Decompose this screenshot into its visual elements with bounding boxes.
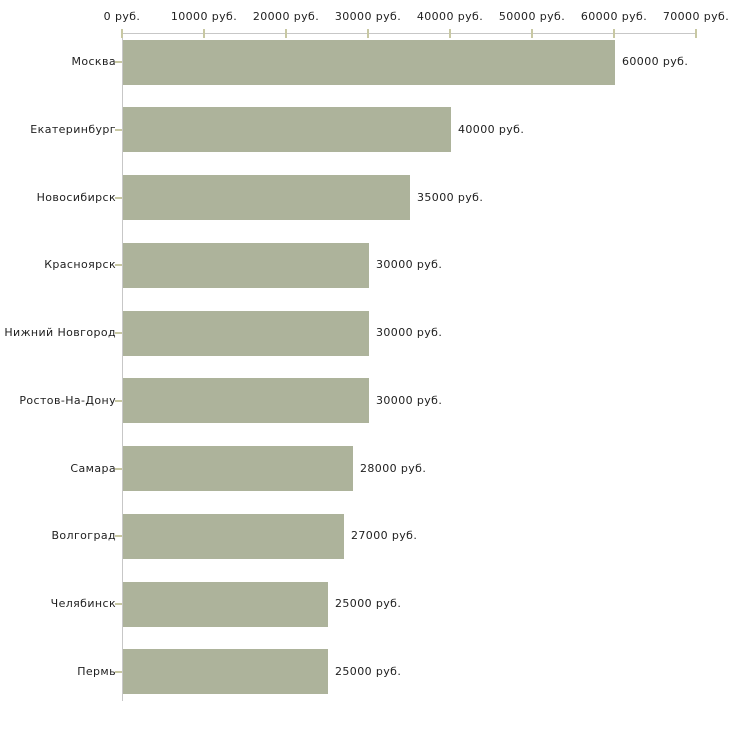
bar-value-label: 30000 руб.: [376, 326, 443, 339]
bar-value-label: 30000 руб.: [376, 394, 443, 407]
bar-value-label: 25000 руб.: [335, 597, 402, 610]
x-axis-tick-mark: [695, 29, 697, 38]
category-tick-mark: [115, 400, 122, 402]
category-label: Москва: [71, 55, 116, 68]
x-axis-tick-label: 30000 руб.: [334, 10, 402, 23]
category-tick-mark: [115, 468, 122, 470]
chart-bar: [123, 107, 451, 152]
category-tick-mark: [115, 197, 122, 199]
category-label: Пермь: [77, 665, 116, 678]
x-axis-tick-mark: [613, 29, 615, 38]
x-axis-tick-mark: [449, 29, 451, 38]
category-tick-mark: [115, 535, 122, 537]
category-tick-mark: [115, 671, 122, 673]
bar-value-label: 40000 руб.: [458, 123, 525, 136]
chart-bar: [123, 582, 328, 627]
bar-value-label: 30000 руб.: [376, 258, 443, 271]
x-axis-tick-mark: [531, 29, 533, 38]
category-label: Нижний Новгород: [4, 326, 116, 339]
category-tick-mark: [115, 264, 122, 266]
y-axis-line: [122, 33, 123, 701]
x-axis-line: [122, 33, 697, 34]
chart-bar: [123, 175, 410, 220]
x-axis-tick-label: 60000 руб.: [580, 10, 648, 23]
category-label: Самара: [70, 462, 116, 475]
x-axis-tick-mark: [367, 29, 369, 38]
category-label: Челябинск: [50, 597, 116, 610]
chart-bar: [123, 378, 369, 423]
chart-bar: [123, 40, 615, 85]
x-axis-tick-label: 40000 руб.: [416, 10, 484, 23]
bar-value-label: 25000 руб.: [335, 665, 402, 678]
chart-bar: [123, 446, 353, 491]
category-label: Ростов-На-Дону: [19, 394, 116, 407]
x-axis-tick-label: 0 руб.: [103, 10, 141, 23]
chart-bar: [123, 243, 369, 288]
chart-bar: [123, 514, 344, 559]
category-label: Красноярск: [44, 258, 116, 271]
bar-value-label: 28000 руб.: [360, 462, 427, 475]
x-axis-tick-mark: [285, 29, 287, 38]
category-tick-mark: [115, 332, 122, 334]
chart-bar: [123, 311, 369, 356]
category-tick-mark: [115, 129, 122, 131]
bar-value-label: 60000 руб.: [622, 55, 689, 68]
category-tick-mark: [115, 603, 122, 605]
bar-value-label: 27000 руб.: [351, 529, 418, 542]
x-axis-tick-label: 50000 руб.: [498, 10, 566, 23]
x-axis-tick-mark: [203, 29, 205, 38]
x-axis-tick-label: 20000 руб.: [252, 10, 320, 23]
x-axis-tick-label: 70000 руб.: [662, 10, 730, 23]
bar-value-label: 35000 руб.: [417, 191, 484, 204]
category-label: Новосибирск: [36, 191, 116, 204]
category-tick-mark: [115, 61, 122, 63]
category-label: Екатеринбург: [30, 123, 116, 136]
x-axis-tick-label: 10000 руб.: [170, 10, 238, 23]
category-label: Волгоград: [51, 529, 116, 542]
chart-bar: [123, 649, 328, 694]
x-axis-tick-mark: [121, 29, 123, 38]
